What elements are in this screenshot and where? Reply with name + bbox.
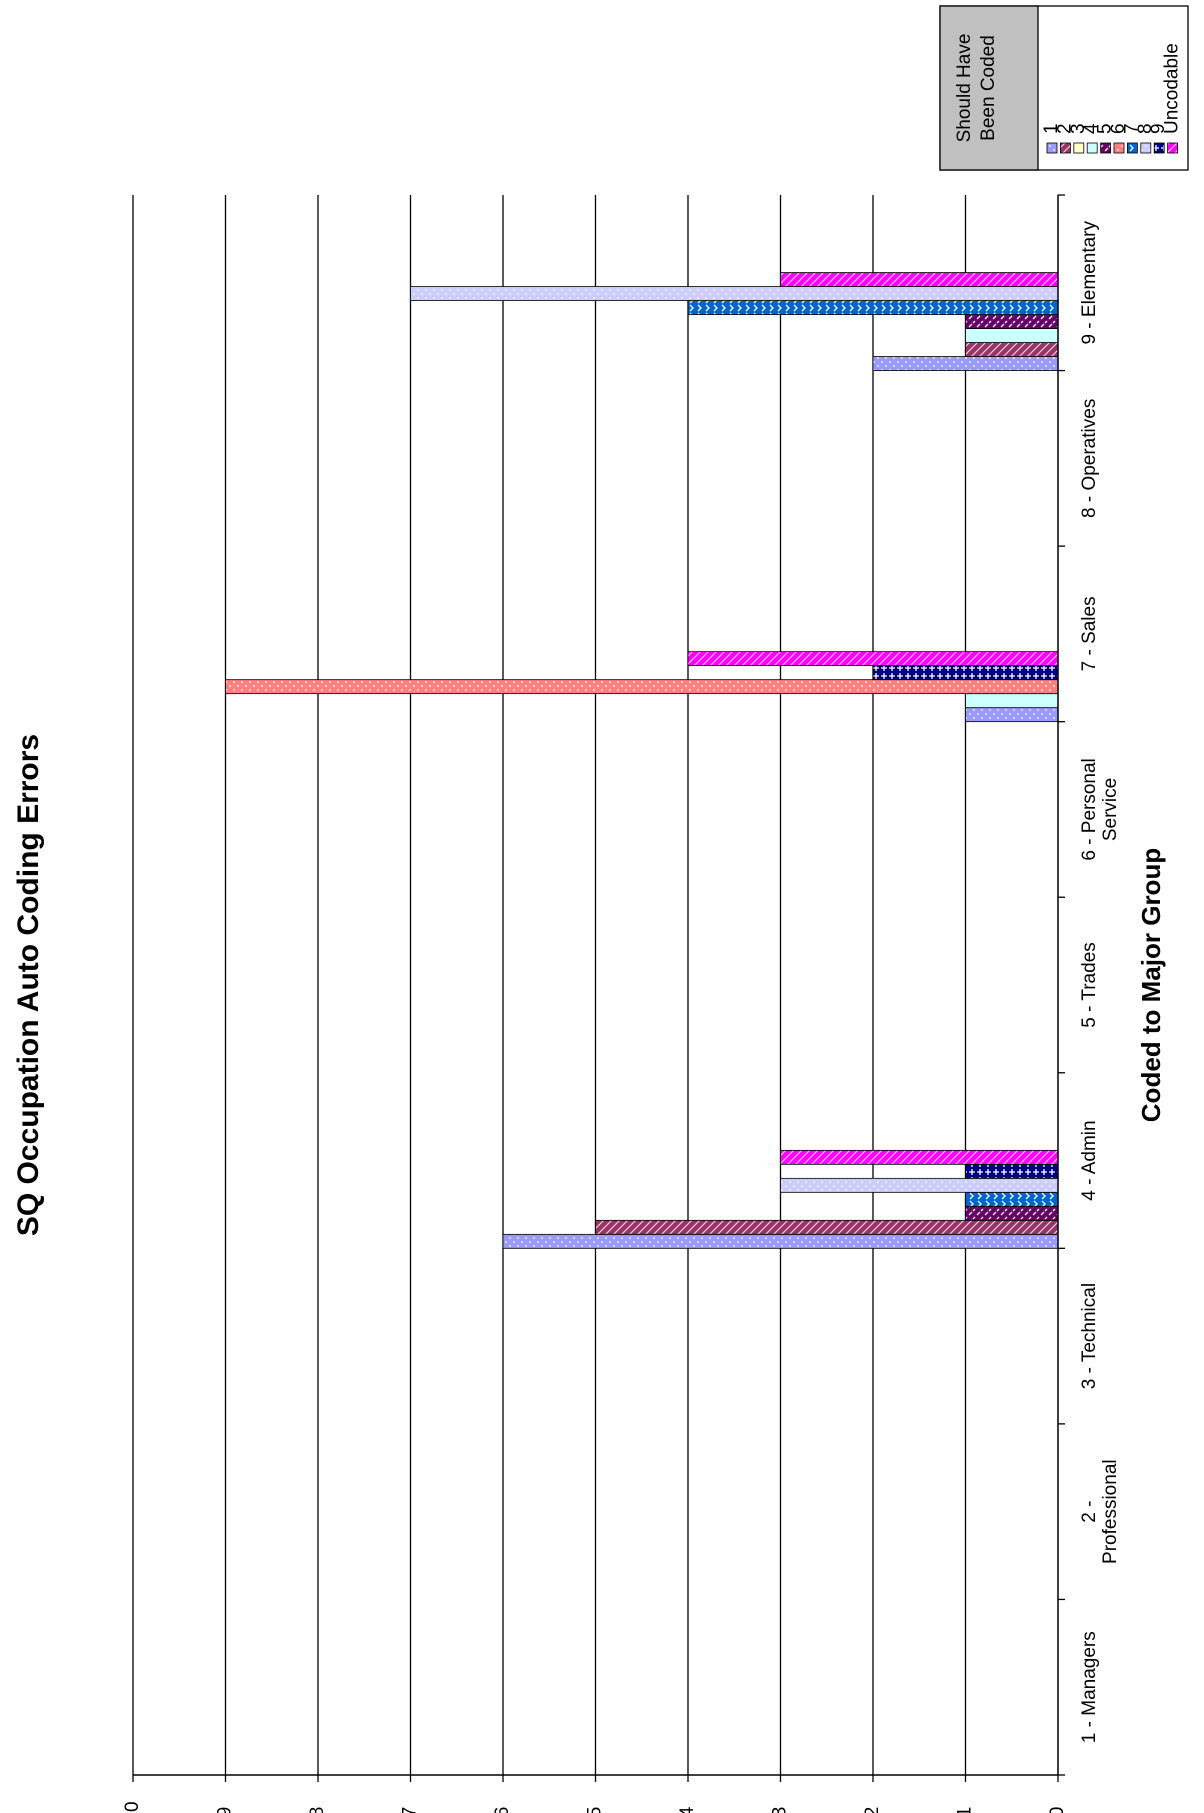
legend-label: 6 [1108,123,1129,134]
x-category-label: 3 - Technical [1079,1283,1100,1389]
legend-label: 3 [1068,123,1089,134]
legend-label: 7 [1121,123,1142,134]
x-axis-label: Coded to Major Group [1136,848,1166,1122]
bar-4 [965,693,1059,709]
y-tick-label: 5 [585,1807,606,1813]
bar-7 [965,1191,1059,1207]
axes [132,194,1065,1782]
y-tick-label: 7 [400,1807,421,1813]
y-tick-label: 0 [1047,1807,1068,1813]
legend-label: 4 [1081,123,1102,134]
legend-label: 9 [1148,123,1169,134]
chart-title: SQ Occupation Auto Coding Errors [12,734,45,1236]
legend-swatch [1073,142,1085,154]
x-category-label: 6 - PersonalService [1079,758,1121,860]
legend-swatch [1113,142,1125,154]
bar-uncodable [780,1149,1059,1165]
legend-swatch [1140,142,1152,154]
bar-1 [965,707,1059,723]
x-category-label: 9 - Elementary [1079,221,1100,345]
y-tick-label: 1 [955,1807,976,1813]
y-tick-label: 4 [677,1806,698,1813]
legend-label: 5 [1095,123,1116,134]
bar-2 [595,1219,1059,1235]
labels: 0 1 2 3 4 5 6 7 8 9 10 1 - Managers 2 -Professional 3… [12,221,1166,1813]
bar-1 [872,356,1059,371]
y-tick-label: 9 [215,1807,236,1813]
bar-8 [410,286,1059,301]
legend-label: 2 [1054,123,1075,134]
x-category-label: 4 - Admin [1079,1120,1100,1200]
legend-swatch [1100,142,1111,154]
bar-9 [872,665,1059,681]
legend-label: 1 [1041,123,1062,134]
bar-6 [225,679,1059,695]
legend-label: Uncodable [1162,43,1183,134]
legend-swatch [1153,142,1165,154]
legend-swatch [1060,142,1071,154]
y-tick-label: 6 [492,1807,513,1813]
bar-7 [687,300,1059,315]
bar-1 [502,1233,1059,1249]
x-category-label: 8 - Operatives [1079,399,1100,518]
gridlines [132,195,967,1775]
legend-label: 8 [1135,123,1156,134]
x-category-label: 1 - Managers [1079,1631,1100,1743]
bar-8 [780,1177,1059,1193]
bar-5 [965,314,1059,329]
bars [225,272,1059,1249]
bar-4 [965,328,1059,343]
legend-title-box [939,5,1039,171]
bar-2 [965,342,1059,357]
y-tick-label: 3 [770,1807,791,1813]
legend-swatch [1046,142,1058,154]
bar-5 [965,1205,1059,1221]
bar-uncodable [687,651,1059,667]
legend-title: Should Have Been Coded [954,34,999,143]
y-tick-label: 2 [862,1807,883,1813]
y-tick-label: 8 [307,1807,328,1813]
y-tick-label: 10 [122,1801,143,1813]
legend-swatch [1086,142,1098,154]
x-category-label: 2 -Professional [1079,1459,1121,1564]
legend-swatch [1167,142,1178,154]
legend-swatch [1127,142,1138,154]
x-category-label: 5 - Trades [1079,942,1100,1028]
bar-uncodable [780,272,1059,287]
x-category-label: 7 - Sales [1079,596,1100,671]
bar-9 [965,1163,1059,1179]
